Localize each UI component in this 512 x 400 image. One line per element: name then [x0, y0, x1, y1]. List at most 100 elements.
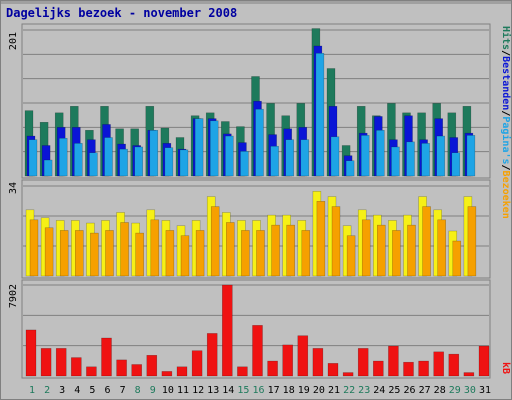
hits-legend: Hits/Bestanden/Pagina's/Bezoeken — [500, 26, 512, 219]
bar-kb — [297, 335, 309, 377]
x-tick-label: 19 — [298, 385, 310, 396]
visits-panel: 34 — [8, 179, 491, 279]
top-bevel — [1, 1, 511, 4]
bar-kb — [176, 366, 188, 377]
bar-pages — [360, 135, 370, 177]
bar-visits-shade — [407, 224, 416, 277]
x-tick-label: 28 — [434, 385, 446, 396]
bar-visits-shade — [452, 240, 462, 277]
bar-kb — [222, 284, 233, 377]
bar-kb — [282, 344, 293, 377]
bar-kb — [478, 345, 490, 377]
bar-kb — [327, 363, 339, 377]
bar-visits-shade — [44, 227, 54, 277]
x-tick-label: 27 — [419, 385, 431, 396]
legend-hits: Hits — [500, 26, 512, 50]
x-tick-label: 13 — [207, 385, 219, 396]
bar-kb — [101, 337, 112, 377]
bar-pages — [406, 141, 415, 177]
x-tick-label: 8 — [135, 385, 141, 396]
x-tick-label: 11 — [177, 385, 189, 396]
bar-visits-shade — [286, 224, 295, 277]
x-tick-label: 2 — [44, 385, 50, 396]
bar-kb — [116, 359, 127, 377]
bar-visits-shade — [346, 235, 356, 277]
bar-kb — [463, 372, 475, 377]
bar-pages — [285, 139, 294, 177]
bar-kb — [267, 360, 278, 377]
hits-ytick: 201 — [8, 32, 19, 50]
bar-visits-shade — [467, 206, 477, 277]
bar-pages — [28, 139, 38, 177]
x-tick-label: 31 — [479, 385, 491, 396]
legend-sep-3: / — [500, 165, 511, 171]
bar-visits-shade — [165, 230, 175, 277]
bar-visits-shade — [120, 222, 129, 277]
hits-panel-bars — [24, 28, 476, 177]
x-tick-label: 17 — [268, 385, 280, 396]
bar-kb — [373, 360, 384, 377]
x-tick-label: 5 — [89, 385, 95, 396]
bar-pages — [225, 135, 234, 177]
bar-visits-shade — [422, 206, 431, 277]
bar-visits-shade — [29, 219, 39, 277]
bar-kb — [40, 348, 52, 377]
x-tick-label: 29 — [449, 385, 461, 396]
kb-panel: 7902 kB — [8, 279, 511, 379]
bar-visits-shade — [226, 222, 235, 277]
bar-visits-shade — [271, 224, 280, 277]
bar-pages — [466, 135, 476, 177]
x-tick-label: 26 — [403, 385, 415, 396]
bar-pages — [270, 145, 279, 177]
bar-kb — [206, 333, 218, 377]
bar-visits-shade — [377, 224, 386, 277]
x-tick-label: 12 — [192, 385, 204, 396]
x-tick-label: 1 — [29, 385, 35, 396]
bar-visits-shade — [105, 230, 114, 277]
x-tick-label: 3 — [59, 385, 65, 396]
chart-title: Dagelijks bezoek - november 2008 — [6, 6, 237, 20]
legend-sep-2: / — [500, 110, 511, 116]
x-tick-label: 6 — [104, 385, 110, 396]
kb-ytick: 7902 — [8, 284, 19, 308]
visits-ytick: 34 — [8, 182, 19, 194]
bar-pages — [451, 152, 461, 177]
x-tick-label: 22 — [343, 385, 355, 396]
x-tick-label: 14 — [222, 385, 234, 396]
legend-visits: Bezoeken — [500, 171, 511, 219]
bar-kb — [146, 355, 158, 377]
bar-pages — [43, 159, 53, 177]
bar-pages — [391, 146, 400, 177]
bar-visits-shade — [256, 230, 265, 277]
bar-pages — [315, 52, 325, 177]
x-tick-label: 16 — [252, 385, 264, 396]
bar-kb — [433, 351, 444, 377]
bar-visits-shade — [437, 219, 446, 277]
bar-kb — [342, 372, 354, 377]
bar-pages — [74, 143, 83, 177]
bar-visits-shade — [301, 230, 311, 277]
bar-kb — [252, 325, 263, 377]
bar-visits-shade — [75, 230, 84, 277]
bar-kb — [312, 348, 324, 377]
bar-kb — [191, 350, 203, 377]
kb-panel-bars — [25, 284, 490, 377]
x-tick-label: 4 — [74, 385, 80, 396]
x-tick-label: 30 — [464, 385, 476, 396]
bar-kb — [388, 345, 399, 377]
bar-visits-shade — [59, 230, 69, 277]
bar-pages — [209, 120, 219, 177]
bar-kb — [357, 348, 369, 377]
bar-visits-shade — [241, 230, 250, 277]
bar-pages — [421, 143, 430, 177]
kb-legend: kB — [500, 362, 511, 374]
bar-kb — [71, 357, 82, 377]
x-tick-label: 25 — [388, 385, 400, 396]
bar-pages — [330, 136, 340, 177]
x-tick-label: 23 — [358, 385, 370, 396]
bar-visits-shade — [210, 206, 220, 277]
hits-panel: 201 Hits/Bestanden/Pagina's/Bezoeken — [8, 23, 512, 219]
bar-pages — [89, 152, 98, 177]
bar-pages — [345, 160, 355, 177]
